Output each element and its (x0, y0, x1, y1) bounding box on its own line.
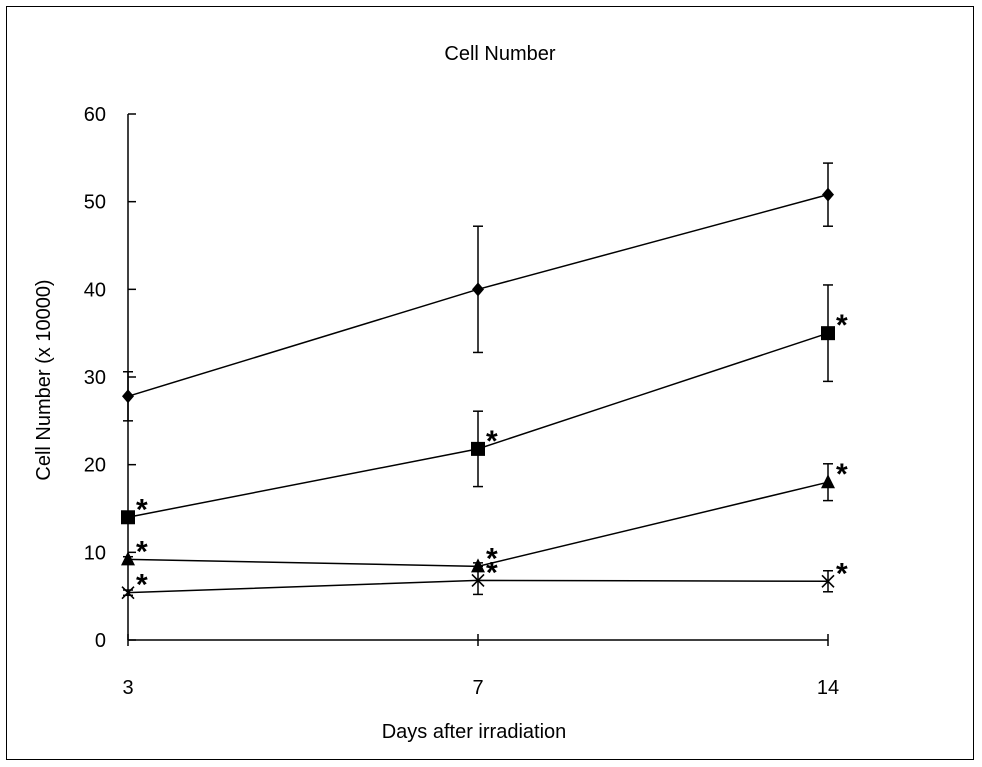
square-marker (121, 510, 135, 525)
chart-title: Cell Number (444, 43, 555, 65)
y-tick-label: 50 (84, 192, 106, 214)
x-tick-label: 3 (122, 677, 133, 699)
y-tick-label: 60 (84, 104, 106, 126)
y-tick-label: 40 (84, 279, 106, 301)
square-marker (471, 441, 485, 456)
x-tick-label: 7 (472, 677, 483, 699)
significance-star: * (136, 569, 148, 602)
series-triangle: * * * (121, 458, 848, 575)
figure-frame (6, 6, 974, 760)
triangle-marker (821, 474, 835, 489)
x-marker (821, 574, 835, 588)
x-tick-label: 14 (817, 677, 839, 699)
plot-area: **** *** * * (121, 162, 848, 602)
series-line (127, 481, 829, 568)
square-marker (821, 326, 835, 341)
significance-star: * (836, 557, 848, 590)
x-marker (121, 586, 135, 600)
y-tick-label: 0 (95, 630, 106, 652)
triangle-marker (121, 551, 135, 566)
series-diamond (122, 162, 834, 422)
significance-star: * (836, 309, 848, 342)
diamond-marker (122, 389, 134, 404)
significance-star: * (136, 535, 148, 568)
significance-star: * (486, 425, 498, 458)
y-tick-label: 10 (84, 542, 106, 564)
series-square: * * * (121, 284, 848, 526)
y-tick-label: 20 (84, 455, 106, 477)
series-x: * * * (121, 556, 848, 602)
triangle-marker (471, 558, 485, 573)
x-axis-label: Days after irradiation (382, 721, 567, 743)
diamond-marker (822, 187, 834, 202)
y-tick-label: 30 (84, 367, 106, 389)
x-marker (471, 573, 485, 587)
significance-star: * (486, 556, 498, 589)
y-axis-label: Cell Number (x 10000) (33, 279, 55, 480)
significance-star: * (836, 458, 848, 491)
significance-star: * (136, 493, 148, 526)
diamond-marker (472, 282, 484, 297)
significance-star: * (486, 542, 498, 575)
